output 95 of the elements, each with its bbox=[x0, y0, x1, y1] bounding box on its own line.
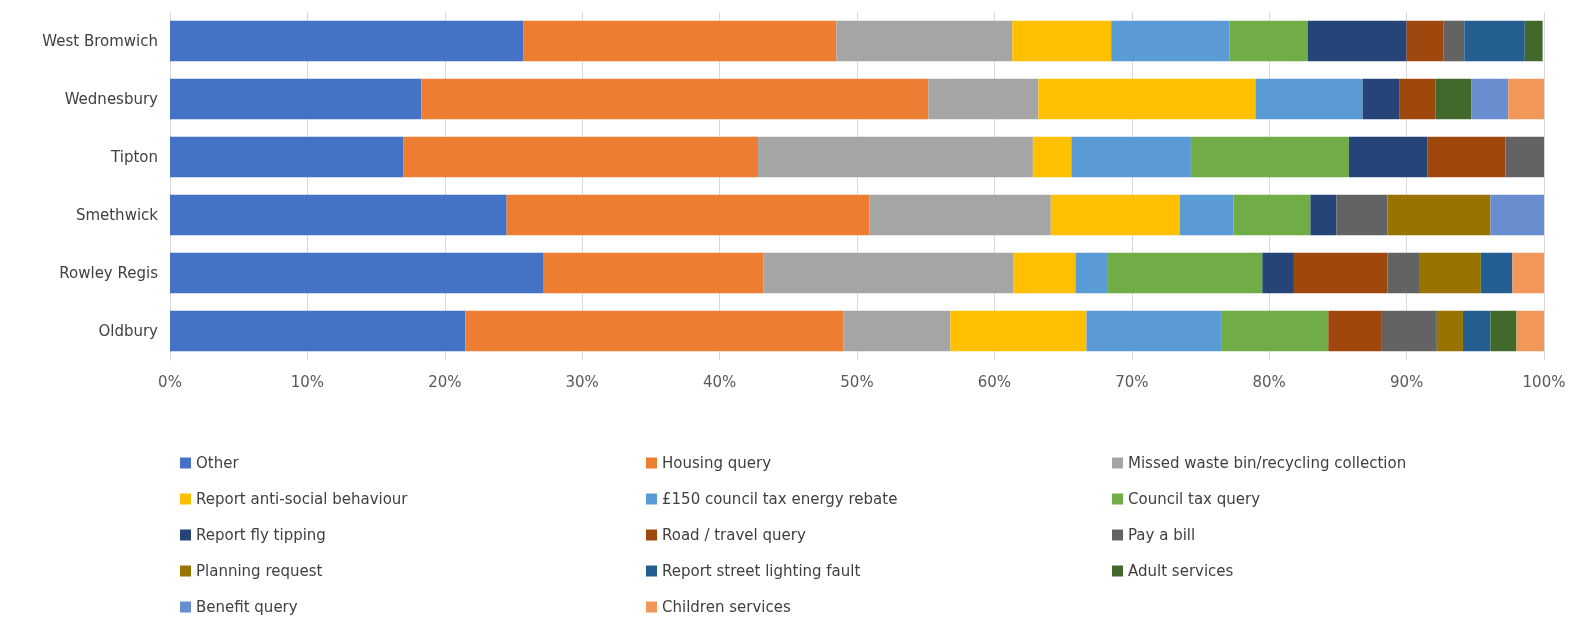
legend-label: Report street lighting fault bbox=[662, 562, 861, 580]
legend-label: Pay a bill bbox=[1128, 526, 1196, 544]
x-tick-label: 0% bbox=[158, 372, 182, 391]
bar bbox=[465, 310, 844, 352]
bar bbox=[1381, 310, 1437, 352]
bar bbox=[1307, 20, 1407, 62]
x-tick-label: 80% bbox=[1252, 372, 1286, 391]
legend-label: Report fly tipping bbox=[196, 526, 326, 544]
x-tick-label: 20% bbox=[428, 372, 462, 391]
legend-label: Road / travel query bbox=[662, 526, 806, 544]
bar bbox=[523, 20, 837, 62]
bar bbox=[1418, 252, 1481, 294]
bar bbox=[836, 20, 1013, 62]
y-tick-label: Wednesbury bbox=[64, 90, 159, 108]
bar bbox=[1443, 20, 1465, 62]
legend-label: Children services bbox=[662, 598, 791, 616]
bar bbox=[1387, 194, 1491, 236]
bar bbox=[1038, 78, 1256, 120]
bar bbox=[170, 194, 507, 236]
legend-label: Housing query bbox=[662, 454, 772, 472]
bar bbox=[170, 136, 404, 178]
bar bbox=[1399, 78, 1436, 120]
bar bbox=[1050, 194, 1180, 236]
bar bbox=[1336, 194, 1388, 236]
x-tick-label: 50% bbox=[840, 372, 874, 391]
bar bbox=[1012, 20, 1112, 62]
legend-label: £150 council tax energy rebate bbox=[662, 490, 898, 508]
bar bbox=[758, 136, 1033, 178]
bar bbox=[1480, 252, 1513, 294]
bar bbox=[1471, 78, 1509, 120]
bar bbox=[1255, 78, 1363, 120]
y-tick-label: Oldbury bbox=[98, 322, 159, 340]
bar bbox=[1032, 136, 1072, 178]
legend-label: Missed waste bin/recycling collection bbox=[1128, 454, 1407, 472]
bar bbox=[1387, 252, 1419, 294]
bar bbox=[1013, 252, 1076, 294]
bar bbox=[403, 136, 759, 178]
bar bbox=[1435, 78, 1472, 120]
x-tick-label: 30% bbox=[565, 372, 599, 391]
bar bbox=[1490, 194, 1544, 236]
bar bbox=[1512, 252, 1544, 294]
bar bbox=[543, 252, 764, 294]
bar bbox=[1071, 136, 1191, 178]
bar bbox=[1427, 136, 1506, 178]
bar bbox=[1464, 20, 1525, 62]
bar bbox=[1221, 310, 1329, 352]
bar bbox=[1462, 310, 1491, 352]
bar bbox=[1490, 310, 1517, 352]
bar bbox=[1524, 20, 1543, 62]
bar bbox=[1310, 194, 1337, 236]
legend-label: Benefit query bbox=[196, 598, 298, 616]
bar bbox=[843, 310, 951, 352]
bar bbox=[1293, 252, 1388, 294]
bar bbox=[1262, 252, 1294, 294]
bar bbox=[1190, 136, 1349, 178]
y-tick-label: Smethwick bbox=[75, 206, 159, 224]
bar bbox=[1406, 20, 1444, 62]
legend-label: Report anti-social behaviour bbox=[196, 490, 409, 508]
x-tick-label: 60% bbox=[977, 372, 1012, 391]
bar bbox=[1505, 136, 1544, 178]
x-tick-label: 70% bbox=[1115, 372, 1149, 391]
bar bbox=[928, 78, 1039, 120]
bar bbox=[1233, 194, 1311, 236]
bar bbox=[506, 194, 870, 236]
bar bbox=[170, 78, 422, 120]
y-tick-label: Tipton bbox=[110, 148, 158, 166]
bar bbox=[1086, 310, 1222, 352]
bar bbox=[763, 252, 1014, 294]
bar bbox=[1436, 310, 1463, 352]
bar bbox=[1328, 310, 1382, 352]
y-tick-label: West Bromwich bbox=[42, 32, 158, 50]
y-tick-label: Rowley Regis bbox=[59, 264, 159, 282]
bar bbox=[950, 310, 1087, 352]
bar bbox=[869, 194, 1051, 236]
legend-label: Adult services bbox=[1128, 562, 1234, 580]
bar bbox=[1075, 252, 1108, 294]
x-tick-label: 100% bbox=[1522, 372, 1566, 391]
bar bbox=[1516, 310, 1544, 352]
bar bbox=[170, 252, 544, 294]
bar bbox=[1111, 20, 1230, 62]
bar bbox=[1362, 78, 1400, 120]
bar bbox=[1348, 136, 1428, 178]
bar bbox=[421, 78, 929, 120]
bar bbox=[1229, 20, 1308, 62]
bar bbox=[170, 310, 466, 352]
x-tick-label: 10% bbox=[290, 372, 325, 391]
bar bbox=[1179, 194, 1234, 236]
x-tick-label: 40% bbox=[702, 372, 737, 391]
legend-label: Other bbox=[196, 454, 240, 472]
x-tick-label: 90% bbox=[1389, 372, 1424, 391]
bar bbox=[1508, 78, 1544, 120]
legend-label: Planning request bbox=[196, 562, 323, 580]
bar bbox=[1107, 252, 1263, 294]
legend-label: Council tax query bbox=[1128, 490, 1261, 508]
bar bbox=[170, 20, 524, 62]
